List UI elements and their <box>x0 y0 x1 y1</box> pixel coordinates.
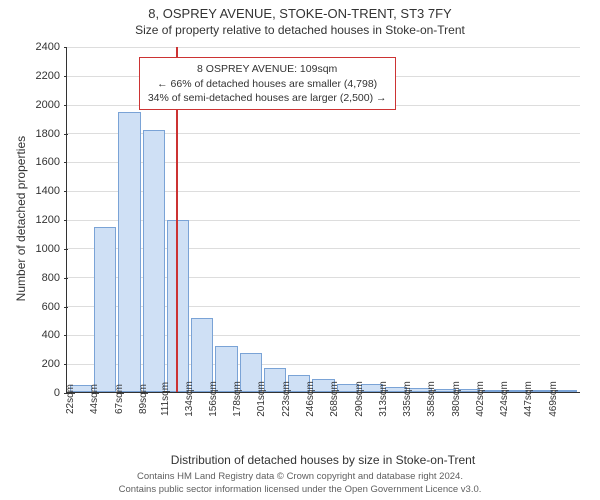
y-tick-label: 1400 <box>10 185 60 197</box>
x-tick-label: 447sqm <box>524 382 535 418</box>
x-tick-label: 134sqm <box>184 382 195 418</box>
x-tick-label: 402sqm <box>475 382 486 418</box>
bar <box>143 130 165 392</box>
x-tick-label: 246sqm <box>305 382 316 418</box>
y-tick-label: 1200 <box>10 214 60 226</box>
chart-container: Number of detached properties 0200400600… <box>10 43 590 467</box>
annotation-line-1: 8 OSPREY AVENUE: 109sqm <box>148 62 387 76</box>
x-tick-label: 178sqm <box>232 382 243 418</box>
bar <box>118 112 140 393</box>
y-tick-label: 800 <box>10 272 60 284</box>
x-tick-label: 335sqm <box>402 382 413 418</box>
y-tick-label: 400 <box>10 329 60 341</box>
annotation-line-3: 34% of semi-detached houses are larger (… <box>148 91 387 105</box>
x-tick-label: 358sqm <box>427 382 438 418</box>
footer-attribution: Contains HM Land Registry data © Crown c… <box>119 471 482 496</box>
chart-title: 8, OSPREY AVENUE, STOKE-ON-TRENT, ST3 7F… <box>148 6 451 21</box>
y-tick-label: 1000 <box>10 243 60 255</box>
footer-line-2: Contains public sector information licen… <box>119 484 482 496</box>
bar <box>94 227 116 392</box>
y-tick-label: 600 <box>10 301 60 313</box>
y-tick-label: 2200 <box>10 70 60 82</box>
x-tick-label: 22sqm <box>65 384 76 414</box>
annotation-box: 8 OSPREY AVENUE: 109sqm ← 66% of detache… <box>139 57 396 110</box>
x-tick-label: 223sqm <box>281 382 292 418</box>
x-tick-label: 201sqm <box>257 382 268 418</box>
x-tick-label: 380sqm <box>451 382 462 418</box>
x-tick-label: 156sqm <box>208 382 219 418</box>
y-tick-label: 1600 <box>10 156 60 168</box>
x-tick-label: 67sqm <box>114 384 125 414</box>
bar <box>167 220 189 393</box>
footer-line-1: Contains HM Land Registry data © Crown c… <box>119 471 482 483</box>
y-tick-label: 200 <box>10 358 60 370</box>
x-tick-label: 111sqm <box>160 382 171 416</box>
plot-area: 8 OSPREY AVENUE: 109sqm ← 66% of detache… <box>66 47 580 393</box>
x-tick-label: 424sqm <box>499 382 510 418</box>
annotation-line-2: ← 66% of detached houses are smaller (4,… <box>148 77 387 91</box>
x-tick-label: 469sqm <box>548 382 559 418</box>
y-tick-label: 2000 <box>10 99 60 111</box>
y-tick-label: 2400 <box>10 41 60 53</box>
x-tick-label: 290sqm <box>354 382 365 418</box>
x-axis-label: Distribution of detached houses by size … <box>66 453 580 467</box>
y-tick-label: 0 <box>10 387 60 399</box>
x-tick-label: 268sqm <box>329 382 340 418</box>
x-tick-label: 313sqm <box>378 382 389 418</box>
x-tick-label: 44sqm <box>89 384 100 414</box>
x-tick-label: 89sqm <box>138 384 149 414</box>
chart-subtitle: Size of property relative to detached ho… <box>135 23 465 37</box>
y-tick-label: 1800 <box>10 128 60 140</box>
